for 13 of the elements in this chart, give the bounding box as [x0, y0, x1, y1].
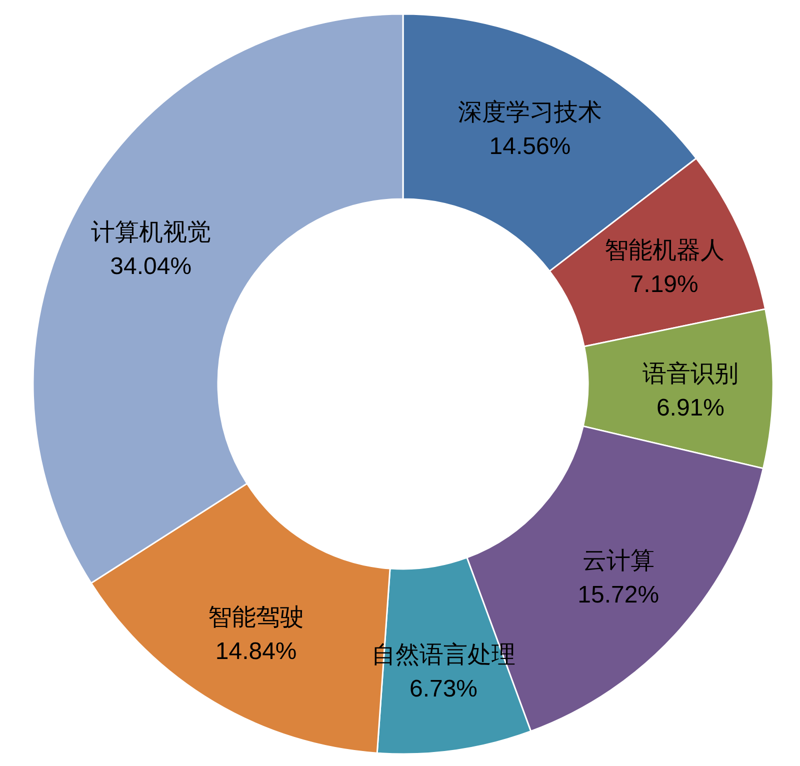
data-label: 6.91%	[656, 394, 725, 422]
data-label: 14.56%	[489, 133, 571, 160]
slice-label: 计算机视觉	[90, 218, 211, 246]
data-label: 6.73%	[409, 676, 478, 703]
data-label: 14.84%	[215, 638, 297, 666]
slice-label: 云计算	[582, 546, 654, 574]
data-label: 7.19%	[630, 271, 698, 298]
data-label: 34.04%	[110, 252, 192, 280]
slice-label: 智能机器人	[604, 236, 724, 264]
slice-label: 语音识别	[642, 360, 738, 388]
data-label: 15.72%	[578, 581, 660, 608]
slice-label: 深度学习技术	[458, 98, 602, 126]
slice-label: 智能驾驶	[208, 603, 304, 632]
